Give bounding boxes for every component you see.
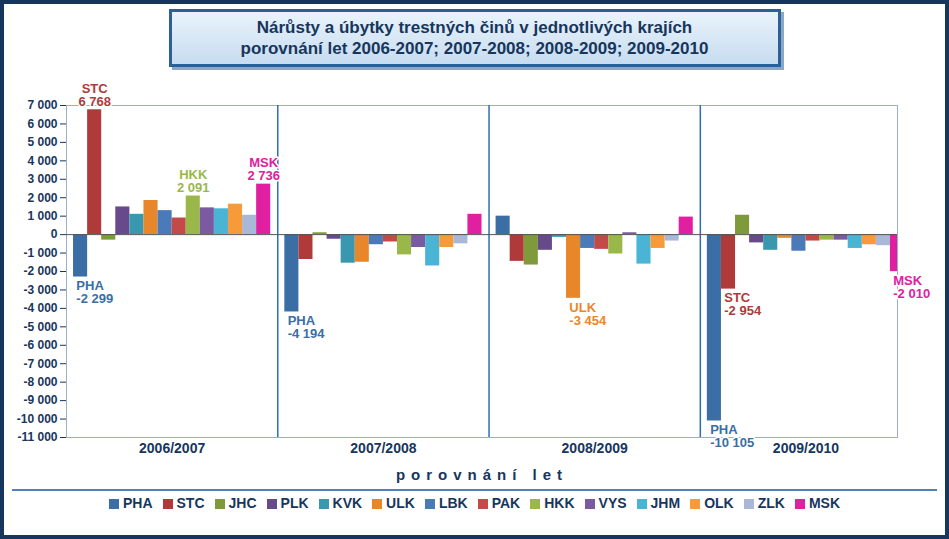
svg-text:PHA-4 194: PHA-4 194 xyxy=(288,313,326,341)
svg-text:6 000: 6 000 xyxy=(27,117,57,131)
html-text:HKK: HKK xyxy=(544,495,575,511)
svg-text:-6 000: -6 000 xyxy=(23,338,57,352)
html-text:VYS: VYS xyxy=(598,495,627,511)
svg-text:4 000: 4 000 xyxy=(27,154,57,168)
svg-text:STC-2 954: STC-2 954 xyxy=(724,290,762,318)
svg-text:2006/2007: 2006/2007 xyxy=(139,440,205,456)
svg-text:2008/2009: 2008/2009 xyxy=(562,440,628,456)
svg-text:ULK-3 454: ULK-3 454 xyxy=(569,300,607,328)
svg-text:2009/2010: 2009/2010 xyxy=(773,440,839,456)
html-text:ZLK: ZLK xyxy=(757,495,785,511)
svg-text:-2 000: -2 000 xyxy=(23,264,57,278)
svg-text:PHA-2 299: PHA-2 299 xyxy=(76,278,113,306)
svg-text:MSK-2 010: MSK-2 010 xyxy=(893,273,930,301)
svg-text:0: 0 xyxy=(51,227,58,241)
svg-text:3 000: 3 000 xyxy=(27,172,57,186)
svg-text:-10 000: -10 000 xyxy=(17,412,58,426)
html-text:KVK: KVK xyxy=(332,495,363,511)
svg-text:-3 000: -3 000 xyxy=(23,283,57,297)
svg-text:-1 000: -1 000 xyxy=(23,246,57,260)
svg-text:7 000: 7 000 xyxy=(27,98,57,112)
svg-text:-11 000: -11 000 xyxy=(17,430,57,444)
svg-text:HKK2 091: HKK2 091 xyxy=(177,167,210,195)
html-text:LBK: LBK xyxy=(438,495,468,511)
svg-text:-9 000: -9 000 xyxy=(23,393,57,407)
svg-text:1 000: 1 000 xyxy=(27,209,57,223)
html-text:Nárůsty a úbytky trestných čin: Nárůsty a úbytky trestných činů v jednot… xyxy=(240,18,709,58)
svg-text:-4 000: -4 000 xyxy=(23,301,57,315)
html-text:ULK: ULK xyxy=(386,495,415,511)
html-text:PLK: PLK xyxy=(280,495,309,511)
svg-text:2 000: 2 000 xyxy=(27,191,57,205)
svg-text:porovnání let: porovnání let xyxy=(396,466,568,483)
svg-text:-7 000: -7 000 xyxy=(23,357,57,371)
svg-text:5 000: 5 000 xyxy=(27,135,57,149)
svg-text:-5 000: -5 000 xyxy=(23,320,57,334)
svg-text:2007/2008: 2007/2008 xyxy=(350,440,416,456)
html-text:MSK: MSK xyxy=(808,495,840,511)
html-text:JHC: JHC xyxy=(228,495,257,511)
html-text:PAK: PAK xyxy=(491,495,521,511)
html-text:JHM: JHM xyxy=(650,495,681,511)
html-text:STC: STC xyxy=(176,495,205,511)
svg-text:PHA-10 105: PHA-10 105 xyxy=(710,422,754,450)
html-text:OLK: OLK xyxy=(704,495,734,511)
svg-text:MSK2 736: MSK2 736 xyxy=(247,155,280,183)
svg-text:STC6 768: STC6 768 xyxy=(78,81,111,109)
html-text:PHA: PHA xyxy=(123,495,153,511)
svg-text:-8 000: -8 000 xyxy=(23,375,57,389)
